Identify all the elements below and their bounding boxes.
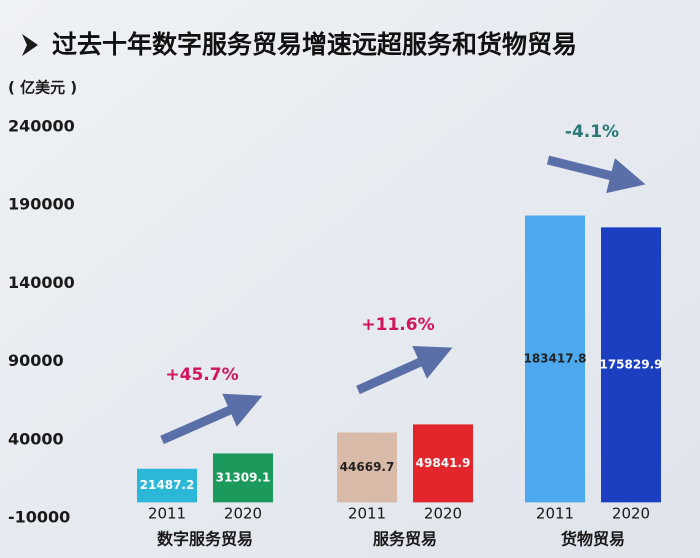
category-label: 货物贸易 bbox=[561, 530, 625, 549]
x-tick-label: 2011 bbox=[536, 505, 574, 523]
growth-annotation: +11.6% bbox=[361, 315, 434, 335]
y-tick-label: 90000 bbox=[8, 351, 64, 370]
x-tick-label: 2011 bbox=[148, 505, 186, 523]
chart-title: 过去十年数字服务贸易增速远超服务和货物贸易 bbox=[52, 30, 577, 59]
x-tick-label: 2011 bbox=[348, 505, 386, 523]
bar bbox=[137, 468, 197, 503]
value-label: 31309.1 bbox=[216, 470, 271, 484]
y-tick-label: 240000 bbox=[8, 117, 75, 136]
y-tick-label: -10000 bbox=[8, 508, 70, 527]
growth-annotation: +45.7% bbox=[165, 365, 238, 385]
value-label: 49841.9 bbox=[416, 456, 471, 470]
title-bullet bbox=[22, 34, 38, 56]
y-tick-label: 40000 bbox=[8, 429, 64, 448]
bar bbox=[413, 424, 473, 503]
growth-annotation: -4.1% bbox=[565, 122, 619, 142]
y-tick-label: 190000 bbox=[8, 195, 75, 214]
bar bbox=[213, 453, 273, 503]
trend-arrow bbox=[546, 155, 646, 194]
category-label: 数字服务贸易 bbox=[157, 530, 253, 549]
y-tick-label: 140000 bbox=[8, 273, 75, 292]
value-label: 21487.2 bbox=[140, 478, 195, 492]
category-label: 服务贸易 bbox=[373, 530, 437, 549]
x-tick-label: 2020 bbox=[612, 505, 650, 523]
x-tick-label: 2020 bbox=[224, 505, 262, 523]
trend-arrow bbox=[356, 345, 453, 395]
value-label: 175829.9 bbox=[599, 357, 662, 371]
x-tick-label: 2020 bbox=[424, 505, 462, 523]
bar bbox=[525, 215, 585, 503]
value-label: 183417.8 bbox=[523, 351, 586, 365]
value-label: 44669.7 bbox=[340, 460, 395, 474]
bar bbox=[601, 227, 661, 503]
trend-arrow bbox=[160, 393, 263, 445]
bar bbox=[337, 432, 397, 503]
y-axis-label: ( 亿美元 ) bbox=[8, 79, 77, 97]
